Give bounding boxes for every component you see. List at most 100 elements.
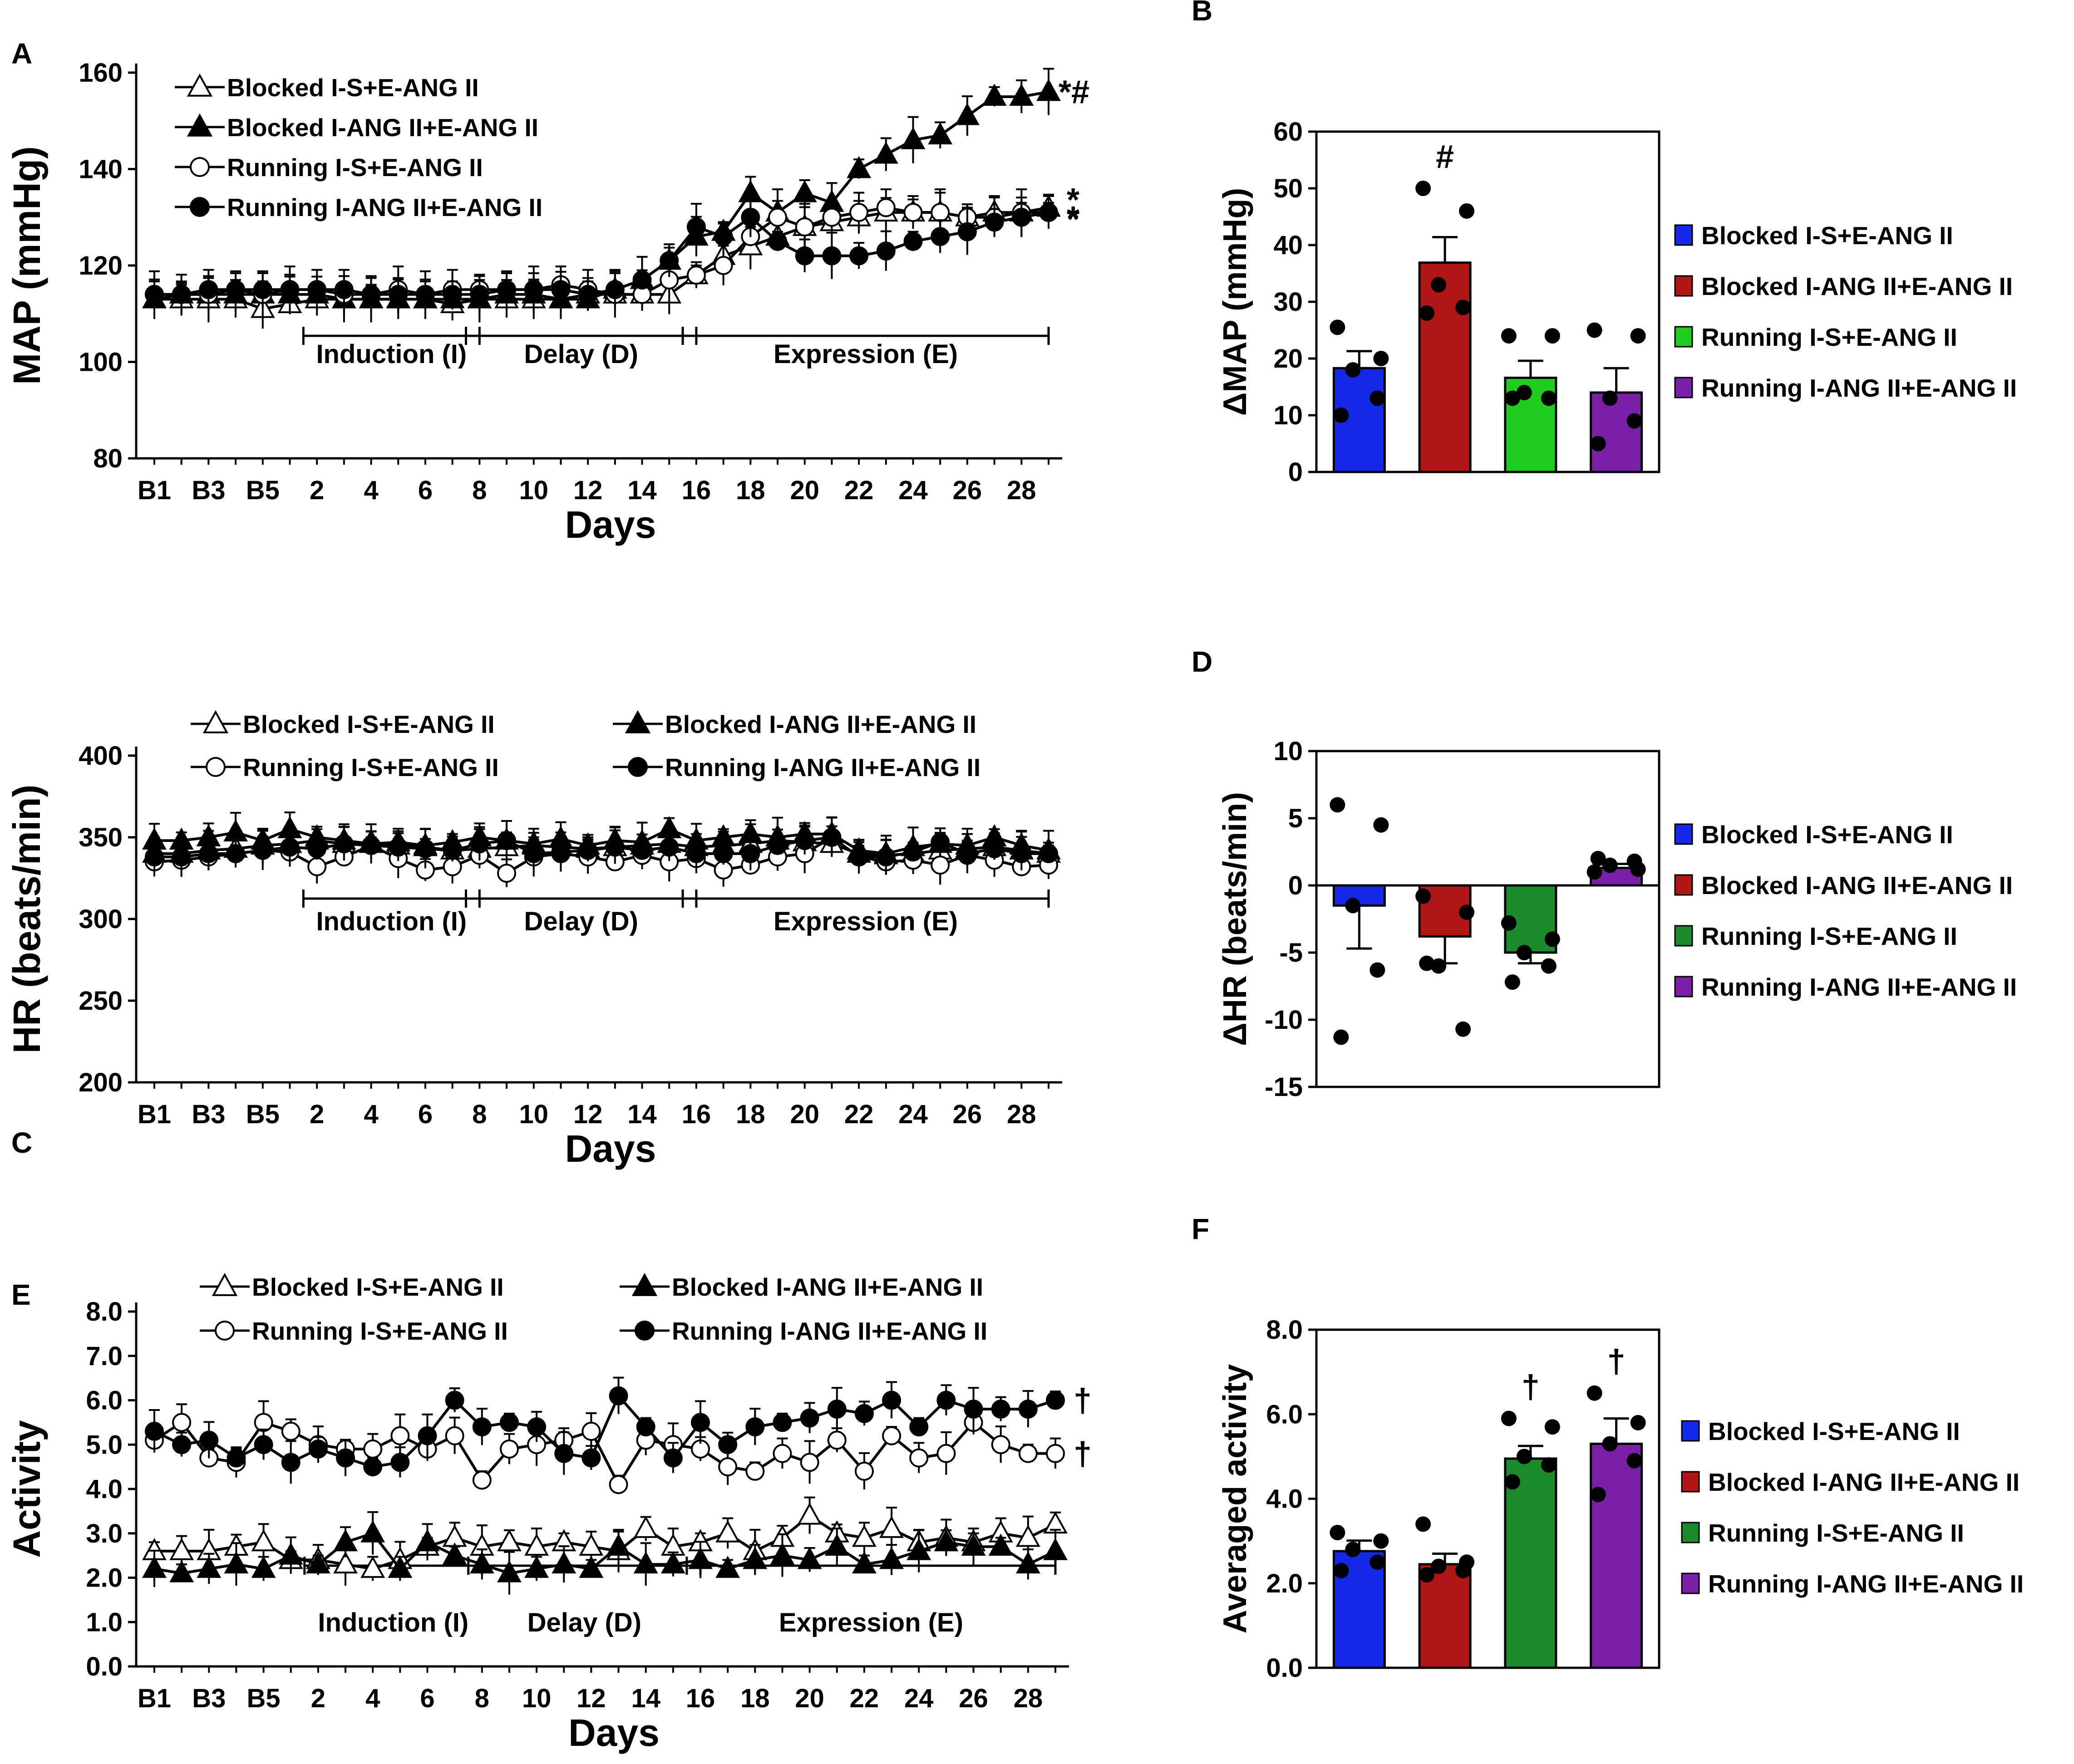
legend-label: Blocked I-ANG II+E-ANG II <box>227 113 538 142</box>
data-point <box>172 1413 192 1432</box>
data-point <box>718 1457 738 1477</box>
data-point <box>605 280 625 300</box>
y-tick-label: 0.0 <box>1266 1653 1303 1683</box>
y-tick-label: 100 <box>79 348 123 377</box>
bar-group <box>1586 322 1646 473</box>
data-point <box>470 285 489 304</box>
x-tick-label: 16 <box>686 1684 715 1713</box>
x-tick-label: 10 <box>519 1100 548 1129</box>
data-point <box>415 839 435 859</box>
data-point <box>251 1529 276 1552</box>
data-point <box>876 241 896 261</box>
data-dot <box>1455 1563 1471 1578</box>
data-point <box>822 246 842 265</box>
data-point <box>714 256 733 275</box>
legend: Blocked I-S+E-ANG II Blocked I-ANG II+E-A… <box>191 710 980 781</box>
data-dot <box>1541 958 1557 974</box>
x-tick-label: 24 <box>898 476 928 505</box>
data-point <box>792 180 817 202</box>
data-dot <box>1590 1487 1606 1503</box>
legend-label: Running I-S+E-ANG II <box>252 1317 508 1345</box>
legend-label: Running I-S+E-ANG II <box>243 753 499 781</box>
x-tick-label: 18 <box>736 1100 765 1129</box>
phase-label: Delay (D) <box>524 907 638 936</box>
data-point <box>361 836 381 855</box>
y-tick-label: 400 <box>79 741 123 771</box>
data-point <box>497 831 517 850</box>
legend: Blocked I-S+E-ANG II Blocked I-ANG II+E-A… <box>200 1273 987 1345</box>
data-point <box>280 280 300 300</box>
x-tick-label: 22 <box>850 1684 879 1713</box>
x-tick-label: 24 <box>898 1100 928 1129</box>
data-point <box>827 1400 847 1419</box>
legend-item: Running I-S+E-ANG II <box>200 1317 508 1345</box>
data-dot <box>1602 390 1618 406</box>
data-point <box>169 1560 194 1582</box>
legend: Blocked I-S+E-ANG II Blocked I-ANG II+E-A… <box>1681 1417 2024 1598</box>
legend-marker <box>215 1321 235 1341</box>
legend-item: Running I-S+E-ANG II <box>1674 922 1957 950</box>
data-point <box>964 1400 983 1419</box>
data-point <box>1039 844 1058 863</box>
y-tick-label: -15 <box>1265 1072 1303 1102</box>
x-tick-label: 8 <box>472 1100 487 1129</box>
bar-group <box>1415 1516 1475 1669</box>
y-tick-label: -5 <box>1279 938 1303 968</box>
data-point <box>524 1533 549 1556</box>
y-tick-label: 3.0 <box>86 1519 123 1548</box>
data-point <box>715 1520 740 1543</box>
data-point <box>472 1470 492 1490</box>
y-tick-label: 350 <box>79 823 123 852</box>
data-dot <box>1516 1449 1532 1464</box>
data-dot <box>1459 904 1475 920</box>
panel-label: A <box>11 37 32 70</box>
data-point <box>1015 1551 1040 1574</box>
y-tick-label: 5.0 <box>86 1430 123 1459</box>
data-point <box>768 207 788 227</box>
bar-group <box>1330 319 1389 473</box>
data-point <box>1018 1444 1038 1463</box>
bar <box>1418 261 1472 473</box>
data-point <box>443 840 462 860</box>
legend-marker <box>187 113 213 137</box>
data-point <box>822 207 842 227</box>
data-point <box>280 837 300 857</box>
data-point <box>499 1413 519 1432</box>
x-tick-label: 14 <box>627 1100 657 1129</box>
data-point <box>554 1444 574 1463</box>
data-point <box>768 231 788 251</box>
data-point <box>1015 1524 1040 1547</box>
data-point <box>360 1556 385 1578</box>
data-dot <box>1373 1533 1389 1549</box>
legend: Blocked I-S+E-ANG II Blocked I-ANG II+E-A… <box>175 73 542 221</box>
x-tick-label: 12 <box>576 1684 606 1713</box>
data-point <box>443 285 462 304</box>
data-point <box>936 1444 956 1463</box>
data-point <box>199 1430 219 1450</box>
data-dot <box>1370 1554 1385 1570</box>
data-point <box>822 828 842 847</box>
y-tick-label: 250 <box>79 986 123 1016</box>
x-tick-label: 20 <box>795 1684 824 1713</box>
x-tick-label: B1 <box>138 476 171 505</box>
data-point <box>824 1533 849 1556</box>
data-point <box>363 1457 383 1477</box>
y-tick-label: 60 <box>1273 117 1303 147</box>
data-dot <box>1431 277 1447 293</box>
y-tick-label: 200 <box>79 1068 123 1097</box>
data-point <box>307 280 327 300</box>
data-point <box>497 1560 522 1582</box>
data-point <box>686 265 706 285</box>
data-point <box>849 847 869 867</box>
series-line <box>154 90 1049 301</box>
x-tick-label: 6 <box>420 1684 434 1713</box>
data-point <box>686 844 706 863</box>
data-point <box>1018 1400 1038 1419</box>
y-tick-label: 0.0 <box>86 1652 123 1681</box>
data-dot <box>1345 898 1361 914</box>
legend-swatch <box>1674 224 1693 246</box>
phase-label: Expression (E) <box>779 1608 963 1637</box>
x-tick-label: 14 <box>627 476 657 505</box>
legend-item: Blocked I-ANG II+E-ANG II <box>175 113 538 142</box>
bar-group <box>1330 1525 1389 1669</box>
